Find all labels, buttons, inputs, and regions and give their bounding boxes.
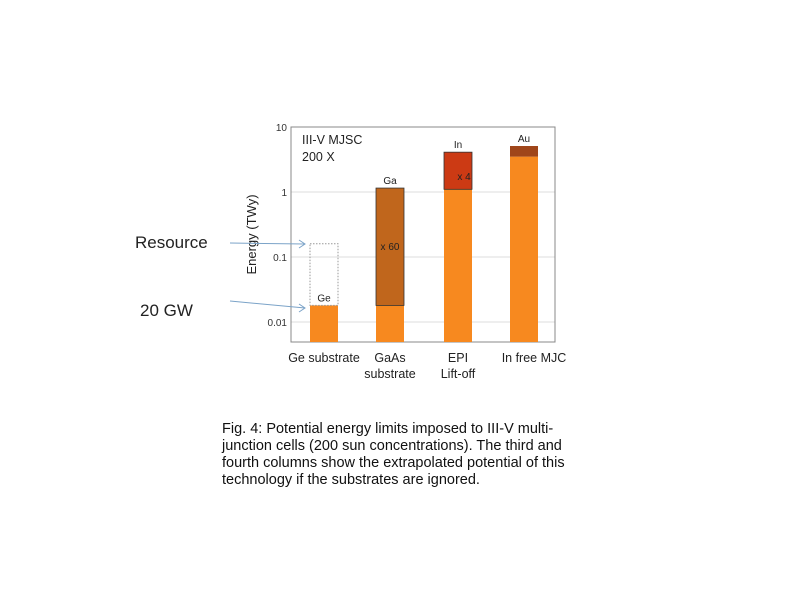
bar-base [310, 305, 338, 342]
category-label: In free MJC [502, 351, 567, 365]
arrowhead-icon [298, 303, 306, 313]
bar-base [444, 189, 472, 342]
bar-segment [510, 146, 538, 157]
factor-label: x 60 [381, 242, 400, 253]
y-tick-label: 0.1 [273, 253, 287, 264]
bar-segment [443, 151, 473, 190]
annotation-arrow [229, 242, 306, 245]
y-tick-label: 0.01 [268, 318, 288, 329]
category-label: Ge substrate [288, 351, 360, 365]
bar-segment [375, 187, 405, 306]
category-label: Lift-off [441, 367, 476, 381]
inset-label: III-V MJSC [302, 133, 362, 147]
arrowhead-icon [298, 239, 306, 249]
category-label: GaAs [374, 351, 405, 365]
inset-label: 200 X [302, 150, 335, 164]
bar-top-label: Au [518, 134, 530, 145]
bar-top-label: Ge [317, 293, 331, 304]
bar-base [510, 156, 538, 342]
factor-label: x 4 [457, 172, 471, 183]
y-tick-label: 1 [281, 188, 287, 199]
figure-caption: Fig. 4: Potential energy limits imposed … [222, 421, 565, 488]
category-label: EPI [448, 351, 468, 365]
y-tick-label: 10 [276, 123, 288, 134]
bar-top-label: Ga [383, 176, 397, 187]
annotation-label: 20 GW [140, 301, 193, 320]
annotation-label: Resource [135, 233, 208, 252]
bar-top-label: In [454, 140, 462, 151]
y-axis-label: Energy (TWy) [244, 194, 259, 274]
category-label: substrate [364, 367, 415, 381]
annotation-arrow [229, 300, 306, 309]
plot-frame [290, 126, 556, 343]
bar-base [376, 305, 404, 342]
